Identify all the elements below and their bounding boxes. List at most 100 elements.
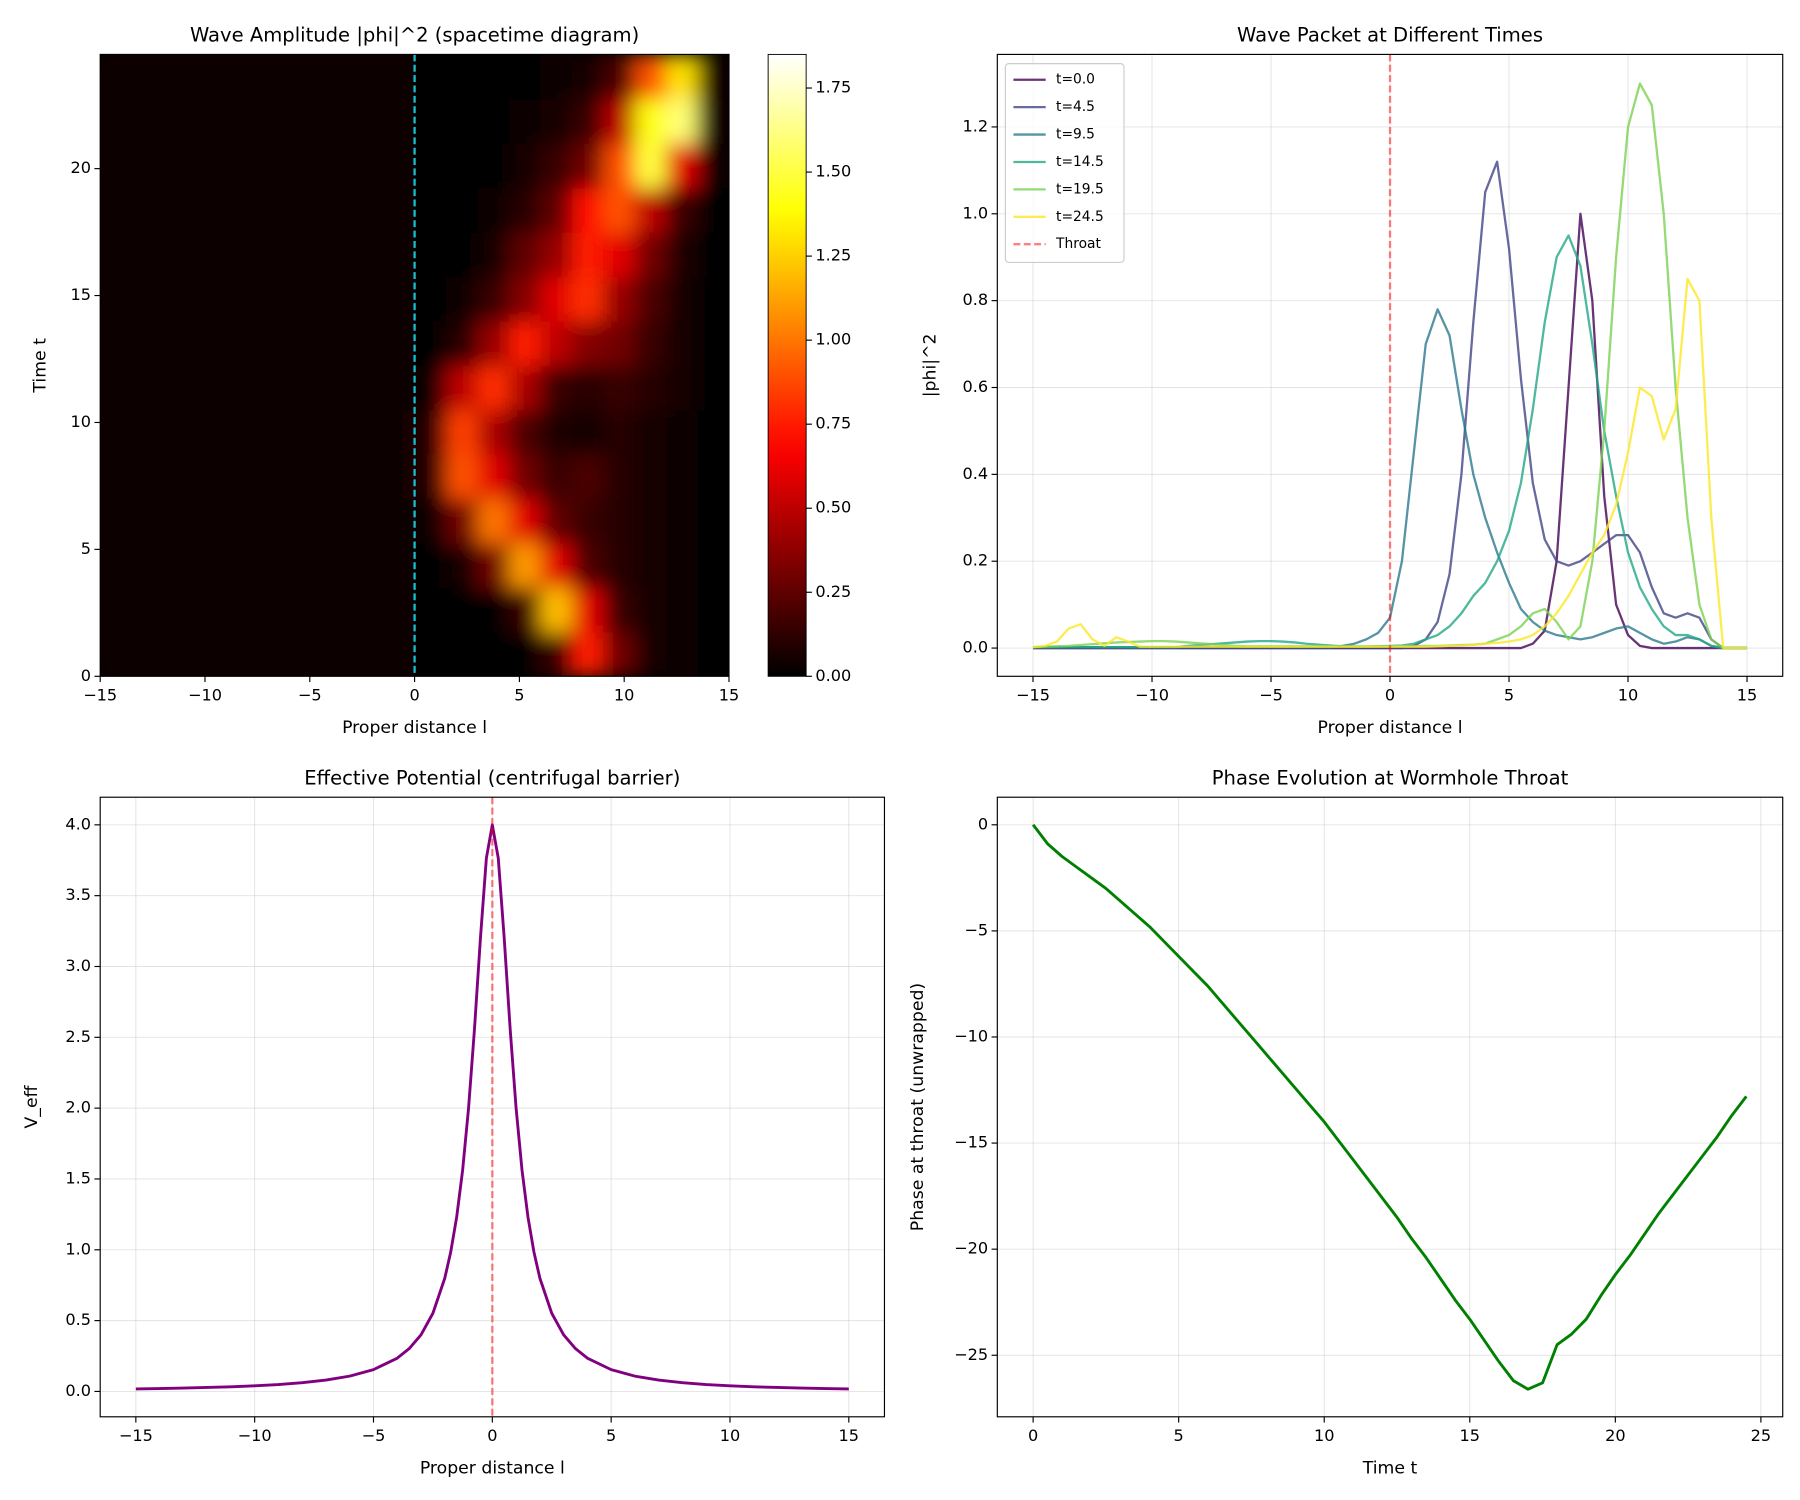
heatmap-cell <box>163 409 196 455</box>
heatmap-cell <box>508 498 541 544</box>
x-tick-label: 25 <box>1751 1426 1772 1445</box>
heatmap-cell <box>163 98 196 144</box>
heatmap-cell <box>477 143 510 189</box>
heatmap-cell <box>446 320 479 366</box>
heatmap-cell <box>666 143 699 189</box>
heatmap-cell <box>666 365 699 411</box>
heatmap-cell <box>666 232 699 278</box>
heatmap-cell <box>697 631 729 677</box>
x-tick-label: 20 <box>1605 1426 1626 1445</box>
heatmap-cell <box>163 187 196 233</box>
heatmap-cell <box>666 454 699 500</box>
heatmap-cell <box>351 320 384 366</box>
heatmap-cell <box>666 276 699 322</box>
heatmap-cell <box>131 143 164 189</box>
heatmap-cell <box>163 232 196 278</box>
y-tick-label: 0.6 <box>962 377 988 396</box>
x-tick-label: −10 <box>188 685 222 704</box>
heatmap-cell <box>288 54 321 100</box>
heatmap-cell <box>666 543 699 589</box>
heatmap-cell <box>634 587 667 633</box>
heatmap-cell <box>540 498 573 544</box>
heatmap-cell <box>414 631 447 677</box>
colorbar-tick-label: 1.75 <box>815 78 851 97</box>
heatmap-cell <box>288 631 321 677</box>
heatmap-cell <box>383 631 416 677</box>
heatmap-cell <box>697 409 729 455</box>
heatmap-cell <box>477 98 510 144</box>
heatmap-cell <box>540 454 573 500</box>
heatmap-cell <box>383 187 416 233</box>
y-tick-label: 0.8 <box>962 290 988 309</box>
y-tick-label: 1.2 <box>962 116 988 135</box>
heatmap-cell <box>571 54 604 100</box>
heatmap-cell <box>194 276 227 322</box>
heatmap-cell <box>666 498 699 544</box>
heatmap-cell <box>634 454 667 500</box>
heatmap-cell <box>446 409 479 455</box>
heatmap-cell <box>446 232 479 278</box>
heatmap-cell <box>414 409 447 455</box>
heatmap-cell <box>257 98 290 144</box>
heatmap-cell <box>634 320 667 366</box>
heatmap-cell <box>697 320 729 366</box>
heatmap-cell <box>383 365 416 411</box>
heatmap-cell <box>225 187 258 233</box>
heatmap-cell <box>540 631 573 677</box>
heatmap-cell <box>320 143 353 189</box>
heatmap-blur <box>100 54 729 677</box>
heatmap-cell <box>320 543 353 589</box>
heatmap-cell <box>131 365 164 411</box>
heatmap-cell <box>540 409 573 455</box>
heatmap-cell <box>508 365 541 411</box>
heatmap-cell <box>131 454 164 500</box>
heatmap-cell <box>666 587 699 633</box>
legend-label: t=4.5 <box>1056 99 1095 115</box>
heatmap-cell <box>477 320 510 366</box>
y-tick-label: −15 <box>954 1133 988 1152</box>
heatmap-cell <box>163 587 196 633</box>
heatmap-cell <box>163 631 196 677</box>
heatmap-cell <box>320 54 353 100</box>
heatmap-cell <box>571 631 604 677</box>
x-tick-label: −15 <box>83 685 117 704</box>
heatmap-cell <box>508 454 541 500</box>
legend-label: t=19.5 <box>1056 181 1104 197</box>
x-tick-label: −15 <box>119 1426 153 1445</box>
heatmap-cell <box>320 365 353 411</box>
heatmap-cell <box>257 54 290 100</box>
subplot-title: Wave Packet at Different Times <box>1237 23 1543 46</box>
heatmap-cell <box>477 187 510 233</box>
y-tick-label: 0.0 <box>962 638 988 657</box>
heatmap-cell <box>288 409 321 455</box>
heatmap-cell <box>666 54 699 100</box>
heatmap-cell <box>288 98 321 144</box>
heatmap-cell <box>131 498 164 544</box>
heatmap-cell <box>225 98 258 144</box>
heatmap-cell <box>508 98 541 144</box>
heatmap-cell <box>414 187 447 233</box>
heatmap-cell <box>414 232 447 278</box>
heatmap-cell <box>257 232 290 278</box>
y-tick-label: 0.0 <box>65 1381 91 1400</box>
heatmap-cell <box>288 143 321 189</box>
y-axis-label: Phase at throat (unwrapped) <box>908 983 928 1231</box>
heatmap-cell <box>446 143 479 189</box>
heatmap-cell <box>571 543 604 589</box>
heatmap-cell <box>508 232 541 278</box>
heatmap-cell <box>194 543 227 589</box>
y-tick-label: 4.0 <box>65 814 91 833</box>
y-tick-label: 5 <box>81 539 91 558</box>
heatmap-cell <box>540 365 573 411</box>
subplot: 0.00 0.25 0.50 0.75 1.00 1.25 1.50 1.75 −15 −10 −5… <box>30 23 851 738</box>
heatmap-cell <box>603 365 636 411</box>
heatmap-cell <box>131 587 164 633</box>
heatmap-cell <box>163 54 196 100</box>
heatmap-cell <box>697 276 729 322</box>
heatmap-cell <box>351 365 384 411</box>
heatmap-cell <box>414 454 447 500</box>
heatmap-cell <box>225 543 258 589</box>
colorbar-tick-label: 0.50 <box>815 498 851 517</box>
y-tick-label: 15 <box>70 285 91 304</box>
